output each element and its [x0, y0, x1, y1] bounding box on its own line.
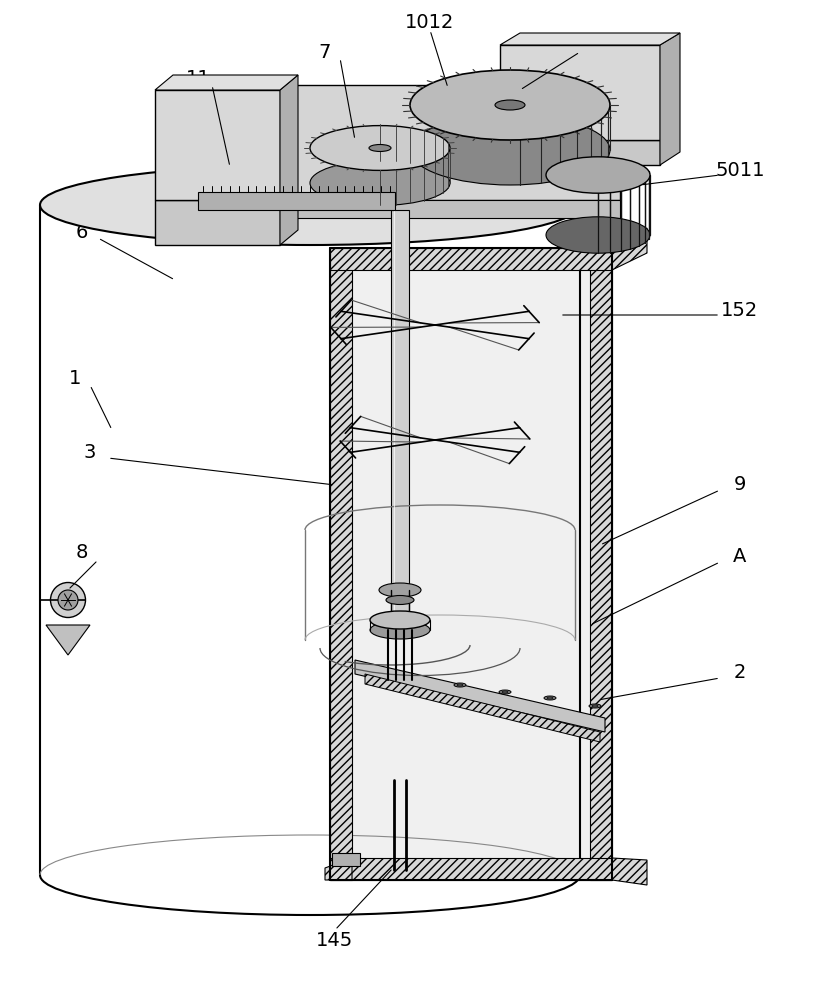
Polygon shape: [155, 200, 280, 245]
Polygon shape: [280, 75, 298, 245]
Polygon shape: [324, 858, 352, 880]
Ellipse shape: [58, 590, 78, 610]
Ellipse shape: [410, 70, 609, 140]
Text: 152: 152: [721, 300, 757, 320]
Polygon shape: [155, 90, 280, 200]
Polygon shape: [499, 140, 660, 165]
Ellipse shape: [547, 697, 553, 699]
Ellipse shape: [543, 696, 555, 700]
Text: 9: 9: [733, 476, 746, 494]
Ellipse shape: [370, 611, 430, 629]
Polygon shape: [660, 33, 679, 165]
Text: A: A: [732, 548, 746, 566]
Ellipse shape: [456, 684, 462, 686]
Text: 11: 11: [186, 68, 210, 88]
Ellipse shape: [410, 115, 609, 185]
Polygon shape: [332, 853, 359, 866]
Ellipse shape: [369, 144, 390, 151]
Polygon shape: [195, 85, 619, 200]
Text: 145: 145: [316, 930, 353, 950]
Ellipse shape: [502, 691, 507, 693]
Polygon shape: [46, 625, 90, 655]
Ellipse shape: [309, 126, 450, 170]
Text: 3: 3: [84, 442, 96, 462]
Ellipse shape: [379, 583, 421, 597]
Text: 1: 1: [69, 368, 81, 387]
Polygon shape: [390, 210, 409, 620]
Polygon shape: [611, 858, 646, 885]
Ellipse shape: [498, 690, 511, 694]
Polygon shape: [329, 248, 352, 880]
Text: 7: 7: [319, 42, 331, 62]
Polygon shape: [354, 660, 604, 732]
Polygon shape: [329, 248, 611, 270]
Text: 1012: 1012: [405, 12, 454, 31]
Ellipse shape: [309, 161, 450, 205]
Ellipse shape: [545, 157, 650, 193]
Polygon shape: [195, 200, 619, 218]
Text: 1011: 1011: [583, 37, 632, 56]
Polygon shape: [364, 674, 599, 742]
Polygon shape: [499, 33, 679, 45]
Ellipse shape: [494, 100, 524, 110]
Text: 2: 2: [733, 664, 746, 682]
Text: 5011: 5011: [715, 160, 764, 180]
Ellipse shape: [453, 683, 466, 687]
Text: 6: 6: [76, 223, 88, 241]
Polygon shape: [611, 228, 646, 270]
Polygon shape: [198, 192, 395, 210]
Polygon shape: [589, 248, 611, 880]
Polygon shape: [329, 858, 611, 880]
Polygon shape: [155, 75, 298, 90]
Ellipse shape: [385, 595, 414, 604]
Text: 8: 8: [76, 544, 88, 562]
Ellipse shape: [40, 165, 579, 245]
Ellipse shape: [50, 582, 85, 617]
Polygon shape: [352, 270, 589, 858]
Ellipse shape: [545, 217, 650, 253]
Ellipse shape: [589, 704, 600, 708]
Ellipse shape: [370, 621, 430, 639]
Polygon shape: [499, 45, 660, 140]
Ellipse shape: [591, 705, 597, 707]
